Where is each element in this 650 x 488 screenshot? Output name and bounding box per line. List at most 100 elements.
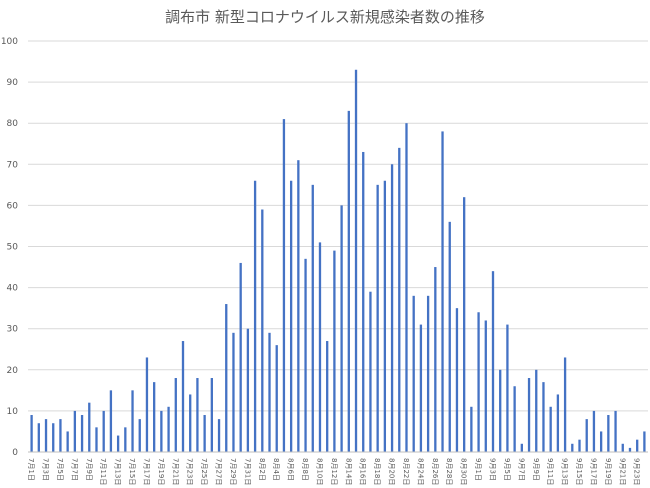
x-tick-label: 8月2日 [258,458,266,481]
x-tick-label: 8月18日 [373,458,381,485]
x-tick-label: 8月22日 [402,458,410,485]
bar [261,209,264,452]
x-tick-label: 9月23日 [633,458,641,485]
bar [621,443,624,452]
y-tick-label: 10 [7,407,19,417]
x-tick-label: 7月11日 [99,458,107,485]
bar [434,267,437,452]
x-tick-label: 7月29日 [229,458,237,485]
bar [160,410,163,452]
bar [66,431,69,452]
y-tick-label: 30 [7,325,19,335]
bar [578,439,581,452]
bar [441,131,444,453]
bar [116,435,120,452]
bar [138,419,141,452]
x-tick-label: 9月15日 [575,458,583,485]
bar [340,205,343,452]
y-tick-label: 20 [7,366,19,376]
bar [196,378,199,452]
bar [463,197,466,452]
bar [109,390,113,452]
bar [520,443,523,452]
bar [232,332,235,452]
bar [124,427,127,452]
bar [607,415,610,452]
bar [225,304,228,452]
x-tick-label: 7月5日 [56,458,64,481]
y-tick-label: 40 [7,284,19,294]
bar [599,431,603,452]
bar [426,295,430,452]
bar [37,423,40,452]
x-tick-label: 8月12日 [330,458,338,485]
bar [174,378,177,452]
bar [563,357,567,452]
x-tick-label: 8月14日 [344,458,352,485]
x-tick-label: 7月3日 [42,458,50,481]
bar [455,308,459,452]
bar [398,147,401,453]
bars [30,69,646,453]
bar [412,295,415,452]
bar [628,447,632,452]
x-tick-label: 8月30日 [460,458,468,485]
bar [167,406,170,452]
bar [448,221,451,452]
bar [643,431,646,452]
bar [203,415,206,452]
bar [80,415,84,452]
y-tick-label: 70 [7,160,19,170]
bar [297,160,300,452]
bar [333,250,336,452]
bar [246,328,250,452]
bar [217,419,221,452]
bar [210,378,213,452]
x-tick-label: 8月24日 [416,458,424,485]
y-tick-label: 90 [7,78,19,88]
bar [636,439,639,452]
bar [181,341,185,452]
bar [585,419,588,452]
bar [556,394,560,452]
x-tick-label: 9月7日 [517,458,525,481]
bar [362,151,365,452]
bar [592,410,596,452]
bar [390,164,394,453]
bar [289,180,293,453]
bar [491,271,495,452]
bar [499,369,502,452]
bar [419,324,423,452]
bar [52,423,55,452]
gridlines [28,40,648,412]
bar [354,69,358,453]
bar [189,394,192,452]
bar [506,324,509,452]
y-tick-label: 60 [7,201,19,211]
x-tick-label: 7月25日 [200,458,208,485]
x-tick-label: 7月19日 [157,458,165,485]
x-tick-label: 8月8日 [301,458,309,481]
bar [376,184,379,452]
bar [571,443,574,452]
y-tick-label: 50 [7,243,19,253]
x-tick-label: 7月15日 [128,458,136,485]
y-tick-label: 100 [1,37,18,47]
x-tick-label: 8月26日 [431,458,439,485]
y-axis-ticks: 0 10 20 30 40 50 60 70 80 90 100 [1,37,18,458]
bar [145,357,149,452]
bar [73,410,77,452]
bar [513,386,516,452]
bar [282,119,286,452]
x-tick-label: 7月31日 [243,458,251,485]
x-tick-label: 8月6日 [287,458,295,481]
bar [318,242,322,452]
bar [535,369,538,452]
bar [311,184,314,452]
bar [326,341,329,452]
bar [347,110,350,453]
bar [95,427,98,452]
x-tick-label: 9月19日 [604,458,612,485]
